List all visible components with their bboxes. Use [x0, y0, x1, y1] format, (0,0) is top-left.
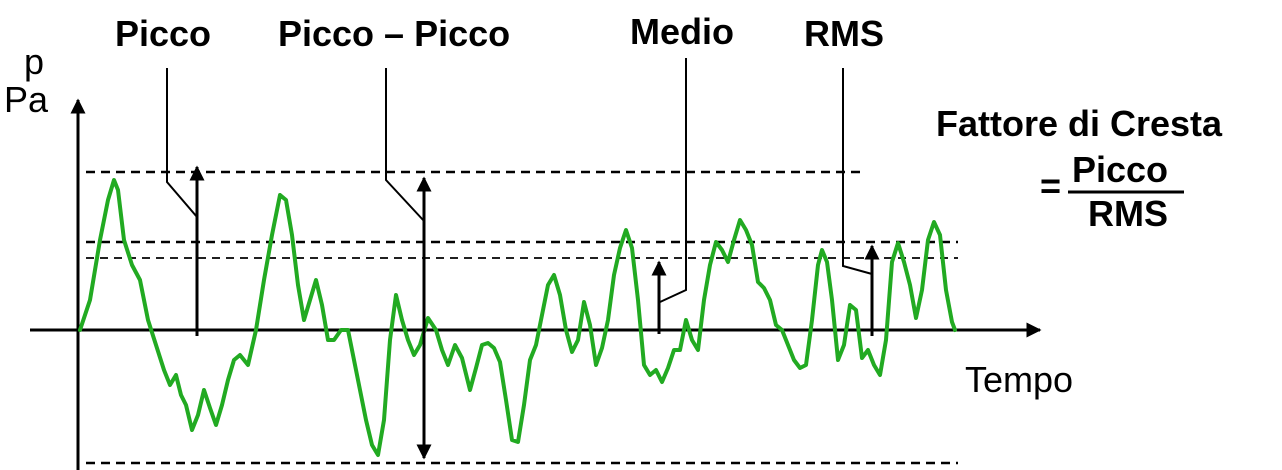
- x-axis-label: Tempo: [965, 359, 1073, 400]
- y-axis-symbol: p: [24, 41, 44, 82]
- mean-label: Medio: [630, 11, 734, 52]
- formula-title: Fattore di Cresta: [936, 103, 1223, 144]
- peak-to-peak-label: Picco – Picco: [278, 13, 510, 54]
- mean-leader-line: [659, 58, 687, 303]
- peak-leader-line: [166, 68, 198, 218]
- formula-equals: =: [1040, 165, 1061, 206]
- peak-label: Picco: [115, 13, 211, 54]
- y-axis-unit: Pa: [4, 79, 49, 120]
- formula-numerator: Picco: [1072, 149, 1168, 190]
- pressure-signal-curve: [78, 178, 957, 457]
- formula-denominator: RMS: [1088, 193, 1168, 234]
- rms-leader-line: [842, 68, 873, 275]
- rms-label: RMS: [804, 13, 884, 54]
- peak-to-peak-leader-line: [385, 68, 425, 222]
